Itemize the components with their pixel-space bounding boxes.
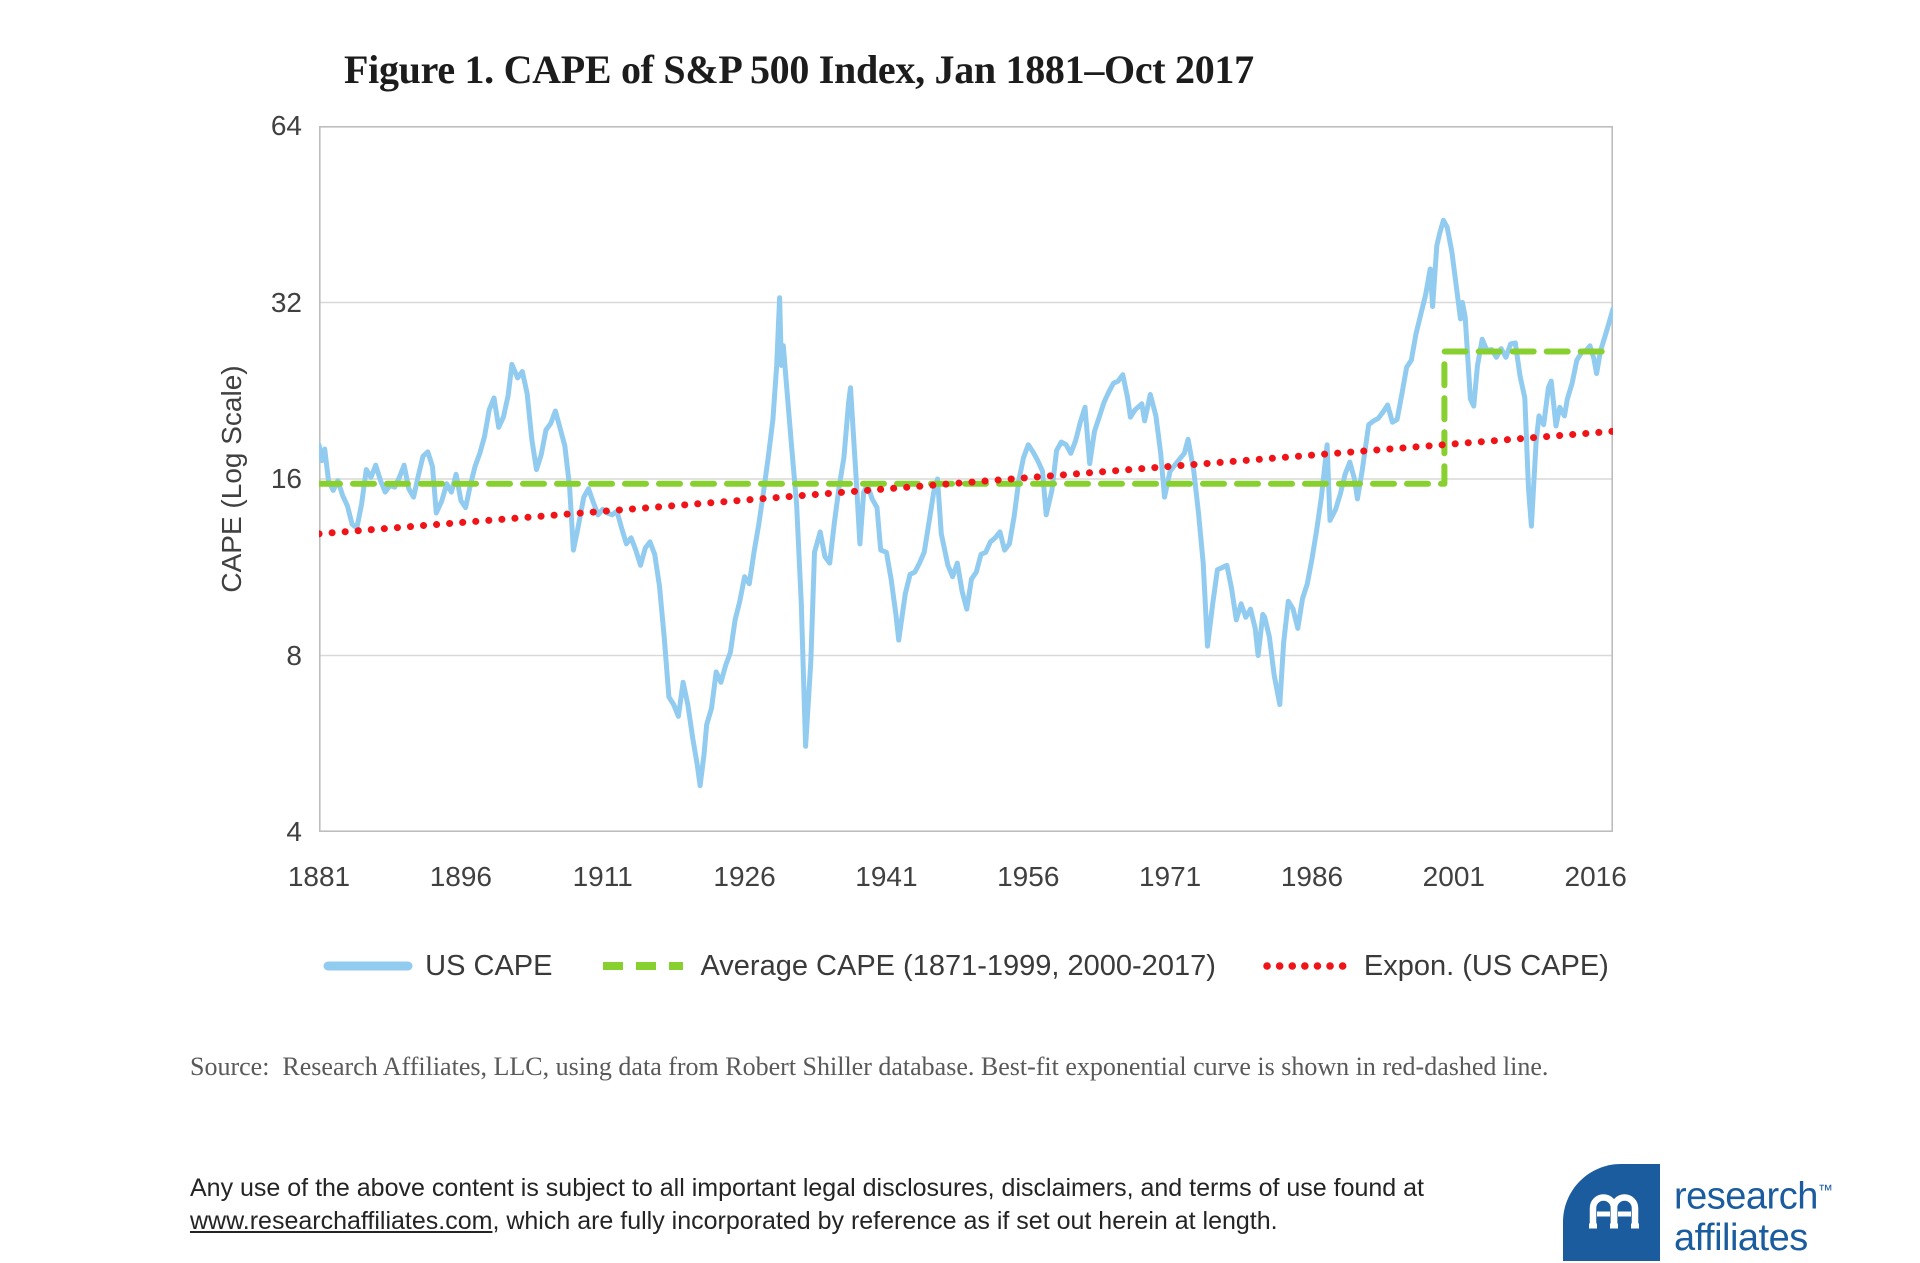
- legend-swatch-dashed-icon: [603, 962, 684, 970]
- logo-wordmark: research™ affiliates: [1674, 1170, 1833, 1259]
- disclaimer-text: Any use of the above content is subject …: [190, 1174, 1424, 1202]
- x-tick-label-1986: 1986: [1280, 861, 1344, 892]
- trademark-symbol: ™: [1817, 1182, 1833, 1199]
- legend-swatch-dotted-icon: [1263, 962, 1351, 970]
- legal-disclaimer: Any use of the above content is subject …: [190, 1172, 1450, 1238]
- x-tick-label-1956: 1956: [997, 861, 1060, 892]
- series-line-0: [319, 217, 1613, 789]
- legend-label: Average CAPE (1871-1999, 2000-2017): [700, 949, 1216, 982]
- x-tick-label-1971: 1971: [1138, 861, 1202, 892]
- series-line-1: [319, 348, 1613, 487]
- website-link[interactable]: www.researchaffiliates.com: [190, 1207, 493, 1235]
- chart-legend: US CAPE Average CAPE (1871-1999, 2000-201…: [319, 944, 1613, 988]
- logo-line1: research: [1674, 1175, 1818, 1218]
- disclaimer-text-2: , which are fully incorporated by refere…: [492, 1207, 1278, 1235]
- legend-item-1: Average CAPE (1871-1999, 2000-2017): [598, 949, 1216, 983]
- x-tick-label-1926: 1926: [713, 861, 776, 892]
- x-tick-label-1941: 1941: [855, 861, 918, 892]
- y-tick-label-4: 4: [286, 816, 302, 847]
- y-axis-tick-labels: 64 32 16 8 4: [140, 0, 302, 900]
- plot-border: [319, 126, 1613, 832]
- legend-label: Expon. (US CAPE): [1363, 949, 1609, 982]
- y-tick-label-64: 64: [270, 110, 302, 141]
- source-note: Source: Research Affiliates, LLC, using …: [190, 1052, 1549, 1081]
- legend-item-2: Expon. (US CAPE): [1262, 950, 1609, 983]
- x-axis-tick-labels: 1881 1896 1911 1926 1941 1956 1971 1986 2001 2016: [288, 860, 1627, 900]
- plot-area: [319, 126, 1613, 832]
- legend-item-0: US CAPE: [323, 950, 552, 983]
- x-tick-label-1896: 1896: [429, 861, 492, 892]
- x-tick-label-2016: 2016: [1564, 861, 1627, 892]
- y-tick-label-16: 16: [270, 463, 302, 494]
- gridlines: [319, 301, 1613, 657]
- x-tick-label-2001: 2001: [1422, 861, 1485, 892]
- y-tick-label-8: 8: [286, 639, 302, 671]
- y-tick-label-32: 32: [270, 286, 302, 318]
- legend-swatch-solid-icon: [323, 961, 413, 971]
- ra-logo-mark-icon: [1563, 1164, 1660, 1261]
- research-affiliates-logo: research™ affiliates: [1563, 1164, 1833, 1261]
- chart-title: Figure 1. CAPE of S&P 500 Index, Jan 188…: [344, 47, 1254, 92]
- logo-line2: affiliates: [1674, 1216, 1808, 1259]
- x-tick-label-1911: 1911: [572, 861, 633, 892]
- legend-label: US CAPE: [425, 949, 553, 982]
- x-tick-label-1881: 1881: [287, 861, 351, 892]
